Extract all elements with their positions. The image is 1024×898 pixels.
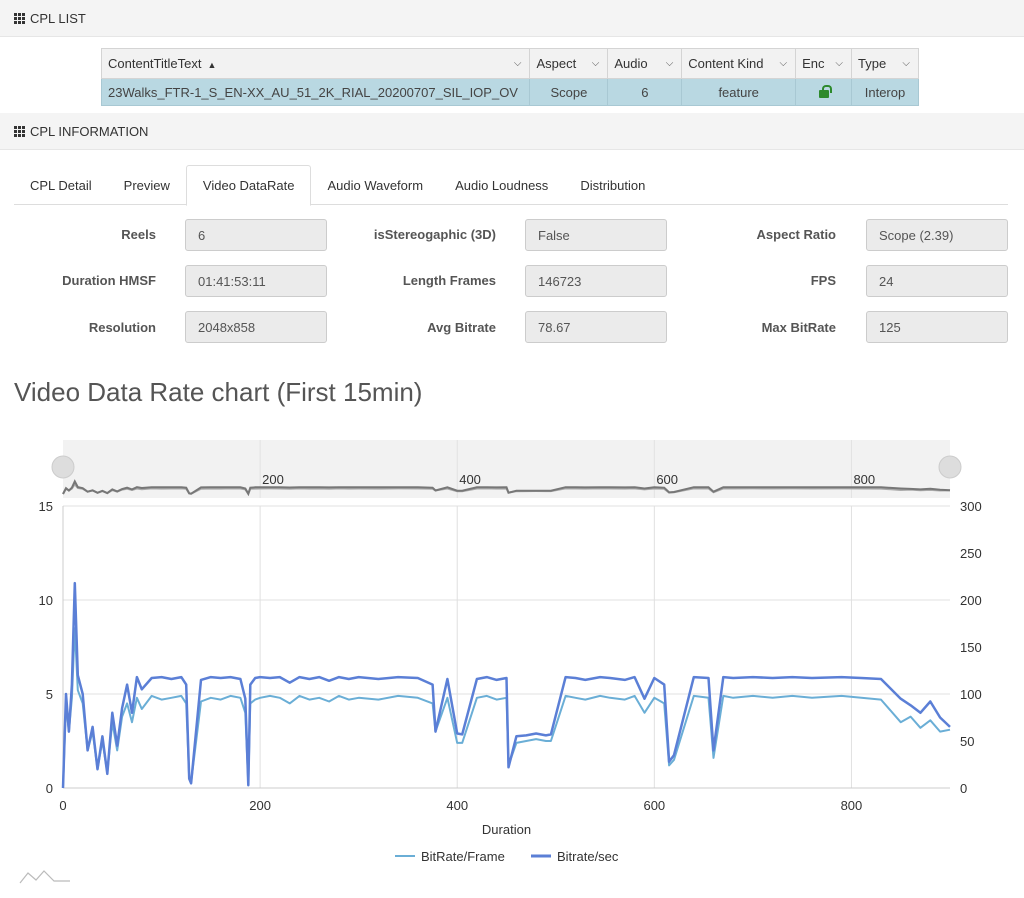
column-enc[interactable]: Enc ⌵ bbox=[795, 48, 852, 79]
chevron-down-icon[interactable]: ⌵ bbox=[665, 58, 674, 69]
cpl-info-header: CPL INFORMATION bbox=[0, 113, 1024, 150]
cpl-list-title: CPL LIST bbox=[30, 10, 86, 26]
fps-label: FPS bbox=[810, 273, 836, 288]
cell-enc[interactable] bbox=[795, 78, 852, 106]
x-tick-label: 800 bbox=[841, 798, 863, 813]
y-right-tick-label: 50 bbox=[960, 734, 974, 749]
series-line-bitrate-sec[interactable] bbox=[61, 581, 951, 789]
unlocked-icon bbox=[818, 84, 832, 98]
legend-item-label[interactable]: Bitrate/sec bbox=[557, 849, 619, 864]
chart-title: Video Data Rate chart (First 15min) bbox=[14, 377, 423, 407]
y-left-tick-label: 5 bbox=[46, 687, 53, 702]
chart-logo-icon bbox=[19, 870, 70, 884]
navigator-handle-left[interactable] bbox=[51, 455, 75, 479]
duration-field[interactable]: 01:41:53:11 bbox=[185, 265, 327, 297]
tab-video-datarate[interactable]: Video DataRate bbox=[185, 165, 312, 206]
aspect-ratio-field[interactable]: Scope (2.39) bbox=[866, 219, 1008, 251]
y-right-tick-label: 150 bbox=[960, 640, 982, 655]
duration-label: Duration HMSF bbox=[62, 273, 156, 288]
cell-audio[interactable]: 6 bbox=[607, 78, 683, 106]
navigator-tick-label: 400 bbox=[459, 472, 481, 487]
tab-cpl-detail[interactable]: CPL Detail bbox=[30, 177, 92, 193]
y-right-tick-label: 0 bbox=[960, 781, 967, 796]
x-tick-label: 200 bbox=[249, 798, 271, 813]
avg-bitrate-field[interactable]: 78.67 bbox=[525, 311, 667, 343]
reels-field[interactable]: 6 bbox=[185, 219, 327, 251]
y-right-tick-label: 250 bbox=[960, 546, 982, 561]
y-right-tick-label: 200 bbox=[960, 593, 982, 608]
column-aspect[interactable]: Aspect ⌵ bbox=[529, 48, 609, 79]
cpl-table: ContentTitleText ▲ ⌵ Aspect ⌵ Audio ⌵ Conten… bbox=[100, 48, 919, 106]
x-tick-label: 600 bbox=[643, 798, 665, 813]
navigator-tick-label: 200 bbox=[262, 472, 284, 487]
navigator-tick-label: 600 bbox=[656, 472, 678, 487]
avg-bitrate-label: Avg Bitrate bbox=[427, 320, 496, 335]
length-frames-field[interactable]: 146723 bbox=[525, 265, 667, 297]
chevron-down-icon[interactable]: ⌵ bbox=[835, 58, 843, 69]
legend-item-label[interactable]: BitRate/Frame bbox=[421, 849, 505, 864]
x-tick-label: 0 bbox=[59, 798, 66, 813]
chevron-down-icon[interactable]: ⌵ bbox=[902, 58, 910, 69]
column-content-title[interactable]: ContentTitleText ▲ ⌵ bbox=[100, 48, 531, 79]
cell-content-kind[interactable]: feature bbox=[681, 78, 797, 106]
y-right-tick-label: 100 bbox=[960, 687, 982, 702]
navigator-tick-label: 800 bbox=[853, 472, 875, 487]
y-left-tick-label: 15 bbox=[39, 499, 53, 514]
column-content-kind[interactable]: Content Kind ⌵ bbox=[681, 48, 797, 79]
table-row[interactable]: 23Walks_FTR-1_S_EN-XX_AU_51_2K_RIAL_2020… bbox=[100, 78, 919, 106]
tab-audio-loudness[interactable]: Audio Loudness bbox=[455, 177, 549, 193]
stereo-field[interactable]: False bbox=[525, 219, 667, 251]
cell-type[interactable]: Interop bbox=[851, 78, 919, 106]
y-right-tick-label: 300 bbox=[960, 499, 982, 514]
chevron-down-icon[interactable]: ⌵ bbox=[591, 58, 600, 69]
x-axis-label: Duration bbox=[482, 822, 531, 837]
fps-field[interactable]: 24 bbox=[866, 265, 1008, 297]
y-left-tick-label: 10 bbox=[39, 593, 53, 608]
length-frames-label: Length Frames bbox=[402, 273, 496, 288]
grid-icon bbox=[14, 12, 25, 24]
stereo-label: isStereogaphic (3D) bbox=[373, 227, 496, 242]
chevron-down-icon[interactable]: ⌵ bbox=[513, 58, 522, 69]
cpl-info-title: CPL INFORMATION bbox=[30, 123, 149, 139]
tab-preview[interactable]: Preview bbox=[123, 177, 170, 193]
resolution-field[interactable]: 2048x858 bbox=[185, 311, 327, 343]
y-left-tick-label: 0 bbox=[46, 781, 53, 796]
navigator-handle-right[interactable] bbox=[938, 455, 962, 479]
sort-asc-icon: ▲ bbox=[207, 60, 217, 70]
max-bitrate-label: Max BitRate bbox=[761, 320, 836, 335]
reels-label: Reels bbox=[121, 227, 156, 242]
navigator-series-line bbox=[62, 479, 951, 497]
column-audio[interactable]: Audio ⌵ bbox=[607, 48, 683, 79]
tab-bar: CPL Detail Preview Video DataRate Audio … bbox=[14, 165, 1008, 206]
tab-audio-waveform[interactable]: Audio Waveform bbox=[327, 177, 424, 193]
cpl-list-header: CPL LIST bbox=[0, 0, 1024, 37]
grid-icon bbox=[14, 125, 25, 137]
max-bitrate-field[interactable]: 125 bbox=[866, 311, 1008, 343]
tab-distribution[interactable]: Distribution bbox=[580, 177, 646, 193]
cell-aspect[interactable]: Scope bbox=[529, 78, 609, 106]
x-tick-label: 400 bbox=[446, 798, 468, 813]
column-type[interactable]: Type ⌵ bbox=[851, 48, 919, 79]
aspect-ratio-label: Aspect Ratio bbox=[756, 227, 836, 242]
resolution-label: Resolution bbox=[88, 320, 156, 335]
cell-title[interactable]: 23Walks_FTR-1_S_EN-XX_AU_51_2K_RIAL_2020… bbox=[100, 78, 531, 106]
chevron-down-icon[interactable]: ⌵ bbox=[779, 58, 788, 69]
